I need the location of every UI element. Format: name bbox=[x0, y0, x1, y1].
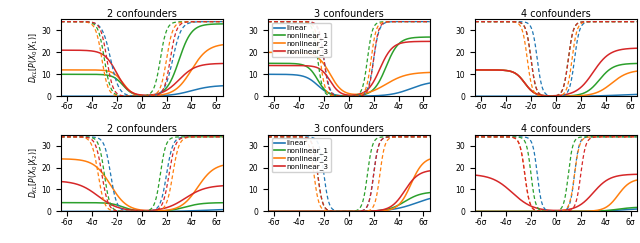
Title: 4 confounders: 4 confounders bbox=[521, 9, 591, 19]
Legend: linear, nonlinear_1, nonlinear_2, nonlinear_3: linear, nonlinear_1, nonlinear_2, nonlin… bbox=[271, 23, 331, 57]
Title: 2 confounders: 2 confounders bbox=[107, 124, 177, 134]
Title: 3 confounders: 3 confounders bbox=[314, 124, 383, 134]
Y-axis label: $D_{KL}[P(X_0|X_2)]$: $D_{KL}[P(X_0|X_2)]$ bbox=[27, 148, 40, 198]
Y-axis label: $D_{KL}[P(X_0|X_1)]$: $D_{KL}[P(X_0|X_1)]$ bbox=[27, 33, 40, 83]
Title: 2 confounders: 2 confounders bbox=[107, 9, 177, 19]
Legend: linear, nonlinear_1, nonlinear_2, nonlinear_3: linear, nonlinear_1, nonlinear_2, nonlin… bbox=[271, 138, 331, 172]
Title: 3 confounders: 3 confounders bbox=[314, 9, 383, 19]
Title: 4 confounders: 4 confounders bbox=[521, 124, 591, 134]
